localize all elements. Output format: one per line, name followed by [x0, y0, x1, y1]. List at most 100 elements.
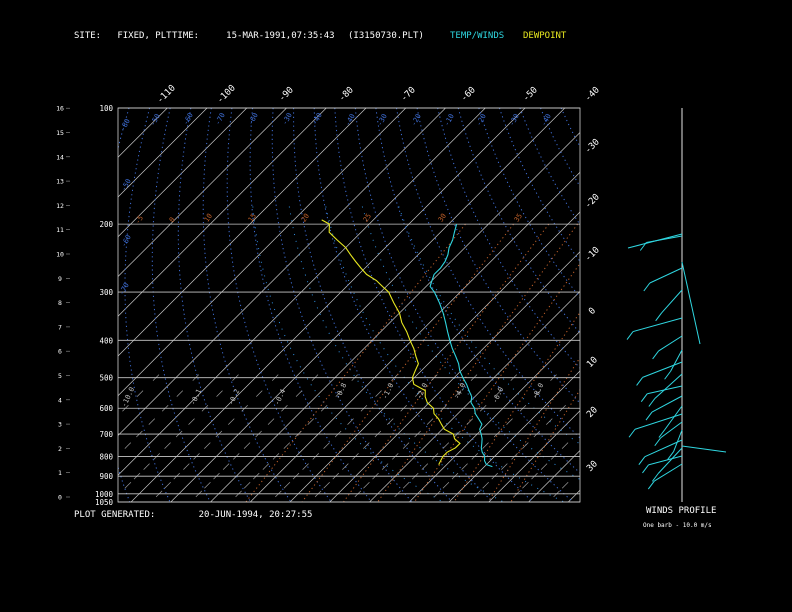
isotherm-line [118, 108, 367, 357]
dry-adiabat-line [416, 108, 580, 404]
height-tick-label: 6 [58, 348, 62, 356]
background-tick [426, 418, 434, 425]
background-tick [442, 442, 450, 449]
isotherm-label-top: -50 [521, 85, 540, 104]
background-tick [381, 463, 389, 470]
wind-barb-shaft [670, 349, 683, 372]
wind-barb-shaft-long [681, 261, 701, 345]
height-tick-label: 7 [58, 323, 62, 331]
isotherm-label-right: -20 [583, 192, 602, 211]
background-tick [375, 390, 382, 397]
height-tick-label: 0 [58, 494, 62, 502]
dry-adiabat-label: -60 [182, 112, 195, 127]
wind-barb-shaft [661, 289, 683, 314]
isotherm-line [130, 108, 526, 502]
dry-adiabat-label: -60 [120, 234, 133, 249]
dry-adiabat-label: -30 [508, 113, 521, 128]
mixing-ratio-label: 30 [437, 212, 448, 224]
isotherm-label-top: -100 [215, 83, 237, 105]
pressure-tick-label: 400 [99, 336, 113, 345]
background-tick [501, 463, 508, 470]
isotherm-line [409, 330, 580, 502]
background-tick [148, 418, 156, 425]
background-tick [506, 418, 513, 425]
isotherm-line [289, 211, 580, 502]
background-tick [323, 481, 330, 489]
background-tick [461, 463, 468, 470]
plot-area [118, 108, 580, 502]
background-tick [540, 463, 548, 470]
wind-barb-shaft [648, 455, 683, 466]
isotherm-label-right: 30 [585, 459, 600, 474]
dry-adiabat-line [177, 108, 252, 502]
background-tick [363, 481, 370, 489]
isotherm-label-top: -90 [277, 85, 296, 104]
mixing-ratio-label: -5 [134, 214, 145, 226]
wind-barb-shaft [654, 373, 683, 399]
wind-barb-flag [640, 393, 648, 403]
background-tick [283, 442, 291, 449]
pressure-tick-label: 300 [99, 288, 113, 297]
height-tick-label: 9 [58, 275, 62, 283]
background-tick [421, 463, 429, 470]
dry-adiabat-label: -30 [376, 113, 389, 128]
wind-barb-flag [643, 282, 651, 292]
pressure-tick-label: 1000 [95, 490, 114, 499]
isotherm-line [369, 291, 580, 502]
wind-barb-flag [636, 377, 643, 386]
background-tick [415, 390, 422, 397]
isotherm-line [170, 108, 566, 502]
header-time: TIME: 15-MAR-1991,07:35:43 [172, 31, 335, 41]
background-tick [482, 481, 489, 489]
wind-barb-shaft [642, 361, 683, 378]
mixing-ratio-label: 15 [247, 212, 258, 224]
wind-barb-flag [642, 464, 649, 474]
background-tick [363, 442, 370, 449]
legend-dewpoint: DEWPOINT [523, 31, 567, 41]
wind-barb-shaft [644, 439, 683, 458]
wind-barb-shaft [632, 317, 683, 333]
mixing-ratio-line [343, 223, 550, 502]
wind-barb-flag [645, 411, 653, 421]
moist-label: -0.2 [227, 388, 241, 407]
isotherm-line [250, 171, 580, 502]
background-tick [454, 390, 462, 397]
height-tick-label: 3 [58, 421, 62, 429]
dry-adiabat-label: -50 [149, 113, 162, 128]
background-tick [347, 418, 354, 425]
dry-adiabat-line [437, 108, 580, 369]
mixing-ratio-line [510, 388, 580, 502]
dry-adiabat-line [118, 108, 131, 502]
wind-barb-shaft [657, 447, 683, 474]
dry-adiabat-line [249, 108, 372, 502]
background-tick [323, 442, 330, 449]
dry-adiabat-line [498, 108, 580, 263]
background-tick [267, 418, 275, 425]
isotherm-line [118, 108, 327, 317]
background-tick [522, 442, 529, 449]
background-tick [164, 481, 171, 489]
dry-adiabat-line [293, 108, 453, 502]
background-tick [256, 390, 263, 397]
dry-adiabat-line [202, 108, 292, 502]
pressure-tick-label: 700 [99, 430, 113, 439]
dry-adiabat-label: -40 [540, 113, 553, 128]
background-tick [164, 442, 171, 449]
plot-generated: PLOT GENERATED: 20-JUN-1994, 20:27:55 [74, 510, 313, 520]
wind-barb-shaft [651, 395, 683, 413]
moist-label: -8.0 [531, 382, 545, 401]
isotherm-label-top: -80 [337, 85, 356, 104]
temperature-curve [429, 223, 493, 468]
background-tick [136, 390, 144, 397]
background-tick [124, 442, 132, 449]
moist-label: -0.8 [334, 382, 348, 401]
height-tick-label: 2 [58, 445, 62, 453]
height-tick-label: 5 [58, 372, 62, 380]
wind-barb-shaft [660, 421, 683, 439]
mixing-ratio-line [245, 223, 466, 502]
height-tick-label: 10 [56, 251, 64, 259]
background-tick [534, 390, 541, 397]
legend-temp-winds: TEMP/WINDS [450, 31, 505, 41]
height-tick-label: 4 [58, 396, 62, 404]
background-tick [307, 418, 315, 425]
